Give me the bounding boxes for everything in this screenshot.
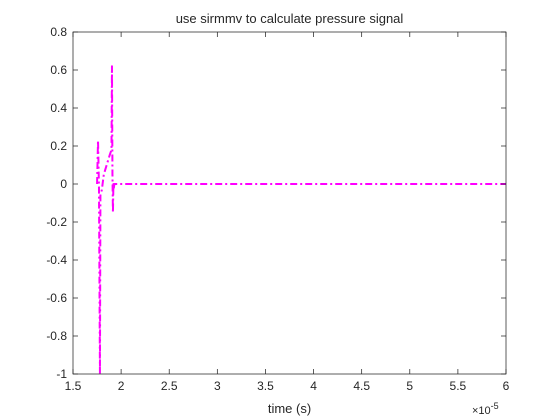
y-tick-label: -1 bbox=[56, 367, 67, 381]
x-tick-label: 2 bbox=[118, 379, 125, 393]
series-layer bbox=[96, 65, 506, 375]
axes-box bbox=[72, 31, 507, 375]
y-tick-label: -0.2 bbox=[46, 215, 67, 229]
series-line-0 bbox=[96, 65, 506, 375]
y-axis-ticks: -1 -0.8 -0.6 -0.4 -0.2 0 0.2 0.4 0.6 0.8 bbox=[46, 25, 506, 381]
x-tick-label: 6 bbox=[503, 379, 510, 393]
x-tick-label: 5 bbox=[406, 379, 413, 393]
y-tick-label: 0.2 bbox=[50, 139, 67, 153]
x-tick-label: 2.5 bbox=[161, 379, 178, 393]
x-axis-ticks: 1.5 2 2.5 3 3.5 4 4.5 5 5.5 6 bbox=[65, 32, 510, 393]
chart-title: use sirmmv to calculate pressure signal bbox=[176, 11, 404, 26]
x-tick-label: 3.5 bbox=[257, 379, 274, 393]
x-tick-label: 3 bbox=[214, 379, 221, 393]
x-axis-exponent-power: -5 bbox=[491, 401, 499, 411]
x-tick-label: 4 bbox=[310, 379, 317, 393]
y-tick-label: 0.6 bbox=[50, 63, 67, 77]
plot-area bbox=[73, 32, 506, 374]
y-tick-label: 0.4 bbox=[50, 101, 67, 115]
y-tick-label: -0.4 bbox=[46, 253, 67, 267]
x-tick-label: 1.5 bbox=[65, 379, 82, 393]
y-tick-label: -0.6 bbox=[46, 291, 67, 305]
x-tick-label: 5.5 bbox=[450, 379, 467, 393]
x-axis-label: time (s) bbox=[268, 401, 311, 416]
y-tick-label: 0.8 bbox=[50, 25, 67, 39]
x-axis-exponent: ×10-5 bbox=[472, 401, 499, 417]
y-tick-label: -0.8 bbox=[46, 329, 67, 343]
x-axis-exponent-base: ×10 bbox=[472, 405, 491, 417]
x-tick-label: 4.5 bbox=[353, 379, 370, 393]
y-tick-label: 0 bbox=[60, 177, 67, 191]
